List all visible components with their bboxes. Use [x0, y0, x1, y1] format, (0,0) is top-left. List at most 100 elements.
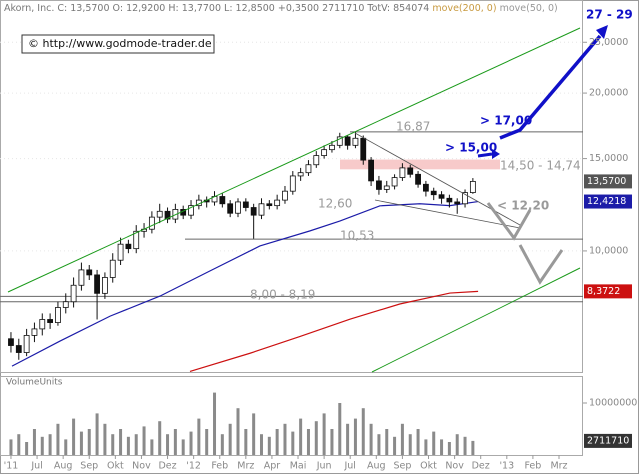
price-box [584, 174, 632, 189]
x-tick-label: Jul [30, 461, 42, 472]
header: Akorn, Inc. C: 13,5700 O: 12,9200 H: 13,… [4, 3, 558, 14]
candle-body [415, 173, 421, 185]
volume-bar [134, 434, 138, 455]
volume-bar [181, 439, 185, 455]
volume-bar [189, 431, 193, 455]
candle-body [274, 199, 281, 207]
volume-bar [158, 421, 162, 455]
volume-bar [244, 429, 248, 455]
candle-body [227, 203, 234, 214]
annotation: 12,60 [318, 197, 352, 211]
volume-bar [267, 436, 271, 455]
volume-bar [322, 413, 326, 455]
ma-line [11, 200, 479, 367]
target-arrow [477, 152, 493, 158]
volume-bar [64, 439, 68, 455]
volume-bar [56, 423, 60, 455]
candle-body [430, 190, 437, 196]
volume-bar [385, 429, 389, 455]
x-tick-label: Jun [316, 461, 332, 472]
candle-body [438, 194, 445, 199]
candle-body [422, 183, 429, 192]
volume-bar [72, 418, 76, 455]
candle-body [164, 210, 171, 220]
volume-bar [119, 429, 123, 455]
candle-body [344, 136, 351, 146]
volume-bar [40, 436, 44, 455]
volume-bar [432, 431, 436, 455]
candle-body [282, 190, 288, 201]
y-tick-label: 10000000 [589, 398, 637, 409]
candle-body [407, 167, 414, 175]
candle-body [70, 284, 77, 303]
channel-upper [7, 27, 581, 293]
volume-bar [166, 434, 170, 455]
volume-bar [361, 408, 365, 455]
volume-bar [330, 429, 334, 455]
candle-body [399, 167, 406, 178]
volume-bar [173, 429, 177, 455]
annotation: < 12,20 [497, 199, 549, 213]
volume-bar [338, 403, 342, 455]
level-label: 10,53 [340, 229, 374, 243]
volume-bar [393, 436, 397, 455]
legend-entry: move(200, 0) [432, 3, 496, 14]
volume-bar [471, 440, 475, 455]
candle-body [250, 207, 257, 216]
volume-bar [259, 434, 263, 455]
candle-body [321, 149, 328, 156]
price-box [584, 284, 632, 299]
volume-bar [32, 429, 36, 455]
title: Akorn, Inc. [4, 3, 54, 14]
x-tick-label: Nov [445, 461, 464, 472]
x-tick-label: Mrz [237, 461, 254, 472]
volume-bar [299, 418, 303, 455]
volume-bar [306, 429, 310, 455]
candle-body [23, 335, 30, 353]
price-box-label: 13,5700 [587, 176, 626, 187]
volume-bar [346, 423, 350, 455]
price-box [584, 194, 632, 209]
marks [0, 41, 587, 459]
candle-body [383, 185, 390, 190]
candle-body [289, 175, 296, 192]
candle-body [462, 192, 468, 205]
zone-label: 14,50 - 14,74 [500, 159, 581, 173]
candle-body [266, 203, 273, 207]
volume-bar [213, 392, 217, 455]
volume-bar [142, 426, 146, 455]
candle-body [242, 201, 249, 208]
x-tick-label: Sep [80, 461, 98, 472]
candle-body [469, 181, 476, 193]
candle-body [313, 155, 320, 166]
volume-bar [353, 418, 357, 455]
candle-body [360, 137, 367, 161]
x-tick-label: '12 [186, 461, 201, 472]
candle-body [39, 319, 46, 330]
volume-bar [111, 434, 115, 455]
target-arrow [499, 34, 602, 140]
candle-body [391, 177, 398, 187]
candle-body [125, 243, 132, 250]
candle-body [31, 328, 38, 336]
volume-bar [48, 434, 52, 455]
volume-bar [440, 439, 444, 455]
volume-bar [220, 434, 224, 455]
candle-body [219, 196, 226, 205]
arrow-head [596, 25, 608, 39]
annotation: > 15,00 [445, 141, 497, 155]
copyright: © http://www.godmode-trader.de [28, 37, 212, 50]
candle-body [47, 319, 54, 323]
x-tick-label: Apr [264, 461, 281, 472]
volume-bar [17, 434, 21, 455]
candle-body [86, 269, 93, 276]
copyright-box [21, 34, 215, 54]
candle-body [102, 277, 108, 294]
x-tick-label: Okt [107, 461, 124, 472]
x-tick-label: Jul [343, 461, 355, 472]
level-label: 16,87 [396, 120, 430, 134]
wedge-lower [374, 199, 521, 229]
volume-bar [424, 439, 428, 455]
volume-bar [400, 423, 404, 455]
